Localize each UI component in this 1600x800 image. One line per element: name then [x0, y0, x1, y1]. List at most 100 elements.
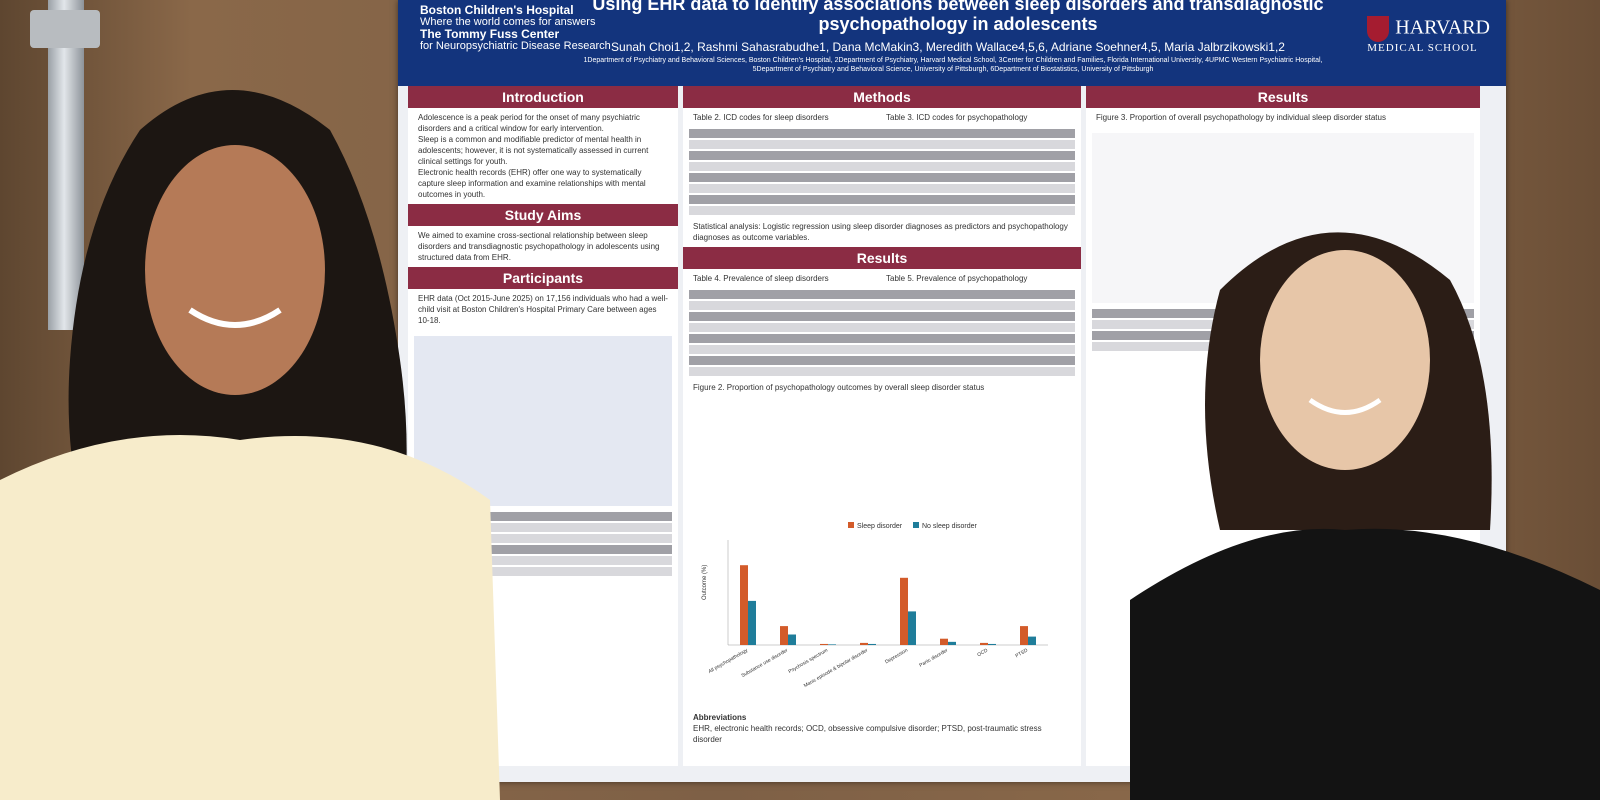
- fig2-bar: [1020, 626, 1028, 645]
- table-row: [689, 151, 1075, 160]
- table-row: [689, 173, 1075, 182]
- intro-bullet: Adolescence is a peak period for the ons…: [418, 113, 640, 133]
- legend-swatch-sleep: [848, 522, 854, 528]
- table-row: [689, 356, 1075, 365]
- fig2-bar: [868, 643, 876, 645]
- fig2-bar: [900, 577, 908, 645]
- table-row: [689, 345, 1075, 354]
- fig2-bar: [740, 565, 748, 645]
- stat-analysis: Statistical analysis: Logistic regressio…: [693, 222, 1068, 242]
- center-sub: for Neuropsychiatric Disease Research: [420, 40, 611, 52]
- poster-affiliations: 1Department of Psychiatry and Behavioral…: [583, 57, 1323, 73]
- fig2-bar: [988, 643, 996, 645]
- fig2-bar: [828, 644, 836, 645]
- table-row: [689, 323, 1075, 332]
- fig2-bar: [1028, 636, 1036, 645]
- participants-text: EHR data (Oct 2015-June 2025) on 17,156 …: [418, 294, 668, 325]
- pole-clamp: [30, 10, 100, 48]
- table3-title: Table 3. ICD codes for psychopathology: [886, 113, 1028, 122]
- fig2-tick-label: All psychopathology: [707, 647, 749, 675]
- poster-authors: Sunah Choi1,2, Rashmi Sahasrabudhe1, Dan…: [611, 40, 1285, 54]
- fig2-bar: [788, 634, 796, 645]
- flowchart: [414, 336, 672, 506]
- participants-heading: Participants: [408, 267, 678, 289]
- table2-title: Table 2. ICD codes for sleep disorders: [693, 113, 829, 122]
- table-row: [689, 312, 1075, 321]
- abbreviations: Abbreviations EHR, electronic health rec…: [683, 708, 1081, 749]
- bch-name: Boston Children's Hospital: [420, 3, 574, 17]
- table-row: [414, 523, 672, 532]
- table-row: [689, 195, 1075, 204]
- results-mid-heading: Results: [683, 247, 1081, 269]
- fig3-title: Figure 3. Proportion of overall psychopa…: [1096, 113, 1386, 122]
- person-left: [0, 90, 500, 800]
- person-right: [1130, 232, 1600, 800]
- legend-swatch-nosleep: [913, 522, 919, 528]
- table-row: [414, 534, 672, 543]
- table-row: [414, 512, 672, 521]
- fig2-tick-label: Psychosis spectrum: [787, 648, 829, 675]
- fig2-tick-label: Panic disorder: [918, 647, 949, 668]
- bch-tagline: Where the world comes for answers: [420, 16, 596, 28]
- harvard-name: HARVARD: [1395, 16, 1490, 39]
- sweater-right: [1130, 528, 1600, 800]
- methods-heading: Methods: [683, 86, 1081, 108]
- table-row: [414, 556, 672, 565]
- legend-nosleep: No sleep disorder: [922, 523, 978, 530]
- table-row: [689, 290, 1075, 299]
- fig2-legend: Sleep disorder No sleep disorder: [848, 522, 978, 530]
- poster-title: Using EHR data to identify associations …: [592, 0, 1324, 34]
- intro-bullet: Electronic health records (EHR) offer on…: [418, 168, 646, 199]
- abbrev-text: EHR, electronic health records; OCD, obs…: [693, 724, 1042, 744]
- results-right-heading: Results: [1086, 86, 1480, 108]
- fig2-bar: [820, 643, 828, 645]
- fig2-ylabel: Outcome (%): [702, 565, 708, 600]
- table-row: [414, 567, 672, 576]
- fig2-bar: [908, 611, 916, 645]
- fig2-tick-label: Depression: [884, 647, 909, 665]
- fig2-bar: [748, 600, 756, 645]
- fig2-tick-label: Manic episode & bipolar disorder: [803, 647, 869, 689]
- fig2-bar: [980, 642, 988, 645]
- fig2-title: Figure 2. Proportion of psychopathology …: [693, 383, 985, 392]
- methods-tables: Table 2. ICD codes for sleep disorders T…: [683, 108, 1081, 127]
- harvard-sub: MEDICAL SCHOOL: [1367, 42, 1478, 54]
- table-row: [689, 184, 1075, 193]
- aims-heading: Study Aims: [408, 204, 678, 226]
- abbrev-title: Abbreviations: [693, 713, 747, 722]
- fig2-bar: [948, 641, 956, 645]
- fig2-bar: [780, 626, 788, 645]
- intro-heading: Introduction: [408, 86, 678, 108]
- table-row: [689, 367, 1075, 376]
- harvard-shield-icon: [1367, 16, 1390, 42]
- fig2-bar: [860, 642, 868, 645]
- bch-logo: Boston Children's Hospital Where the wor…: [420, 4, 611, 52]
- results-tables: Table 4. Prevalence of sleep disorders T…: [683, 269, 1081, 288]
- middle-column: Methods Table 2. ICD codes for sleep dis…: [683, 86, 1081, 766]
- poster-header: Boston Children's Hospital Where the wor…: [398, 0, 1506, 86]
- table-row: [689, 162, 1075, 171]
- table-row: [689, 140, 1075, 149]
- smile-left: [188, 307, 282, 328]
- blouse-left: [0, 435, 500, 800]
- table4-title: Table 4. Prevalence of sleep disorders: [693, 274, 829, 283]
- harvard-logo: HARVARD MEDICAL SCHOOL: [1367, 16, 1490, 54]
- table-row: [689, 334, 1075, 343]
- aims-text: We aimed to examine cross-sectional rela…: [418, 231, 660, 262]
- intro-bullet: Sleep is a common and modifiable predict…: [418, 135, 649, 166]
- table-row: [689, 206, 1075, 215]
- intro-text: Adolescence is a peak period for the ons…: [408, 108, 678, 204]
- table-row: [689, 129, 1075, 138]
- table-row: [414, 545, 672, 554]
- fig2-tick-label: OCD: [976, 647, 989, 658]
- table-row: [689, 301, 1075, 310]
- legend-sleep: Sleep disorder: [857, 523, 903, 530]
- metal-pole: [48, 0, 84, 330]
- face-right: [1260, 250, 1430, 470]
- smile-right: [1308, 397, 1382, 415]
- fig2-bar: [940, 638, 948, 645]
- table5-title: Table 5. Prevalence of psychopathology: [886, 274, 1028, 283]
- center-name: The Tommy Fuss Center: [420, 27, 560, 41]
- fig2-chart: Sleep disorder No sleep disorder Outcome…: [702, 522, 1048, 689]
